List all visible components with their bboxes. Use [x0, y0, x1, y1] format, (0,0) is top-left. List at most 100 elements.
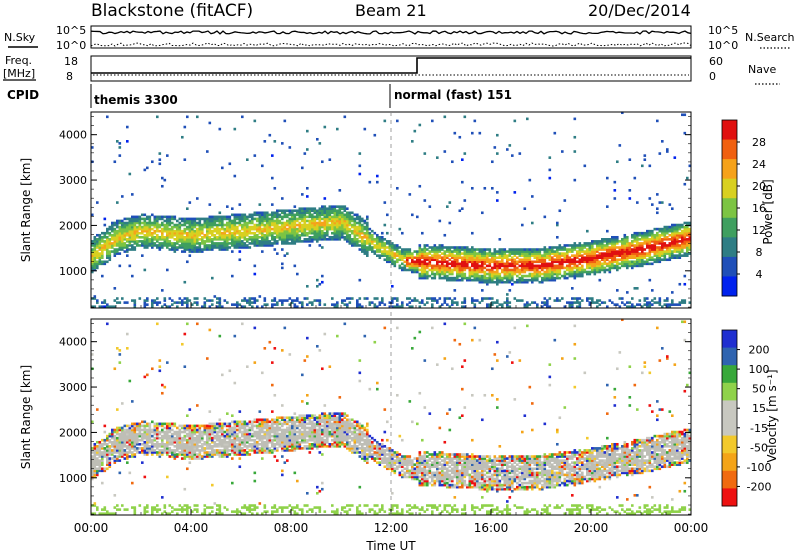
power-cell: [361, 305, 364, 308]
velocity-cell: [206, 440, 209, 444]
power-cell: [161, 231, 164, 235]
power-cell: [453, 266, 457, 270]
velocity-cell: [116, 455, 119, 458]
power-cell: [113, 299, 117, 302]
velocity-cell: [106, 451, 109, 454]
power-cell: [146, 231, 149, 235]
power-cell: [548, 248, 552, 251]
power-cell: [128, 233, 132, 237]
power-cell: [466, 258, 469, 262]
velocity-cell: [183, 424, 187, 428]
power-cell: [518, 250, 522, 253]
power-cell: [291, 209, 294, 213]
power-cell: [263, 211, 267, 215]
power-cell: [491, 256, 494, 259]
power-cell: [231, 219, 234, 223]
power-cell: [298, 225, 302, 229]
power-cell: [588, 272, 592, 276]
velocity-cell: [156, 440, 159, 444]
power-cell: [481, 258, 484, 262]
velocity-cell: [151, 451, 154, 454]
velocity-cell: [98, 440, 102, 444]
velocity-cell: [143, 436, 147, 440]
velocity-cell: [186, 438, 189, 442]
power-cell: [473, 305, 477, 308]
power-cell: [163, 299, 167, 302]
velocity-cell: [176, 445, 179, 448]
power-cell: [258, 215, 262, 219]
power-cell: [578, 242, 582, 245]
velocity-cell: [211, 449, 214, 452]
power-cell: [418, 276, 422, 280]
power-cell: [478, 280, 482, 284]
velocity-cell: [211, 430, 214, 434]
power-cell: [91, 146, 94, 149]
velocity-cell: [186, 449, 189, 452]
power-cell: [493, 301, 497, 304]
power-cell: [368, 301, 372, 304]
power-cell: [486, 254, 489, 257]
power-cell: [631, 262, 634, 266]
power-cell: [351, 231, 354, 235]
power-cell: [461, 158, 464, 161]
colorbar-segment: [722, 276, 737, 297]
power-cell: [301, 213, 304, 217]
power-cell: [93, 305, 97, 308]
power-cell: [246, 299, 249, 302]
date-title: 20/Dec/2014: [588, 1, 691, 20]
power-cell: [418, 244, 422, 247]
power-cell: [521, 258, 524, 262]
power-cell: [416, 254, 419, 257]
power-cell: [353, 240, 357, 243]
power-cell: [248, 242, 252, 245]
power-cell: [488, 276, 492, 280]
power-cell: [678, 282, 682, 286]
power-cell: [293, 223, 297, 227]
power-cell: [436, 156, 439, 159]
power-cell: [291, 223, 294, 227]
power-cell: [658, 240, 662, 243]
velocity-cell: [193, 451, 197, 454]
power-cell: [613, 264, 617, 268]
velocity-cell: [208, 430, 212, 434]
power-cell: [573, 150, 577, 153]
power-cell: [243, 213, 247, 217]
velocity-cell: [133, 428, 137, 432]
power-cell: [541, 254, 544, 257]
power-cell: [518, 270, 522, 274]
power-cell: [241, 299, 244, 302]
velocity-cell: [163, 426, 167, 430]
power-cell: [651, 240, 654, 243]
power-cell: [93, 266, 97, 270]
velocity-cell: [156, 508, 159, 511]
power-cell: [128, 242, 132, 245]
power-cell: [286, 209, 289, 213]
power-cell: [608, 270, 612, 274]
velocity-cell: [131, 455, 134, 458]
power-cell: [323, 231, 327, 235]
velocity-cell: [186, 440, 189, 444]
power-cell: [251, 235, 254, 239]
power-cell: [421, 252, 424, 255]
power-cell: [143, 244, 147, 247]
power-cell: [606, 229, 609, 233]
velocity-cell: [178, 442, 182, 446]
power-cell: [228, 242, 232, 245]
power-cell: [538, 256, 542, 259]
velocity-cell: [216, 453, 219, 456]
power-cell: [608, 260, 612, 264]
power-cell: [211, 233, 214, 237]
power-cell: [248, 303, 252, 306]
power-cell: [233, 174, 237, 178]
power-cell: [441, 276, 444, 280]
power-cell: [121, 235, 124, 239]
power-cell: [576, 250, 579, 253]
power-cell: [468, 270, 472, 274]
power-cell: [491, 276, 494, 280]
power-ylabel: Slant Range [km]: [19, 158, 33, 262]
power-cell: [223, 233, 227, 237]
power-cell: [166, 154, 169, 157]
power-cell: [658, 246, 662, 249]
power-cell: [166, 246, 169, 249]
power-cell: [653, 260, 657, 264]
